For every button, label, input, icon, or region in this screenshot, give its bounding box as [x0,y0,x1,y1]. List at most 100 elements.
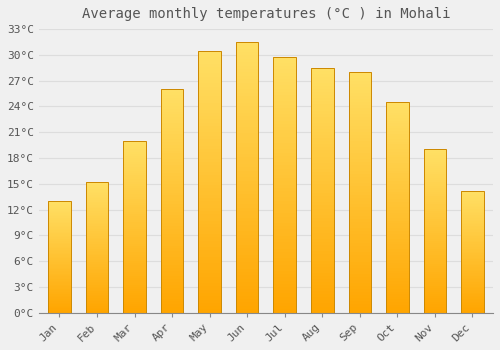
Bar [48,257,70,258]
Bar [124,197,146,199]
Bar [124,180,146,182]
Bar [424,284,446,286]
Bar [461,279,483,281]
Bar [311,77,334,80]
Bar [348,231,371,235]
Bar [311,163,334,166]
Bar [274,63,296,66]
Bar [386,194,408,197]
Bar [274,178,296,181]
Bar [461,300,483,302]
Bar [198,254,221,257]
Bar [311,236,334,239]
Bar [311,117,334,120]
Bar [161,140,184,142]
Bar [124,250,146,252]
Bar [236,49,258,52]
Bar [48,293,70,294]
Bar [348,201,371,204]
Bar [236,86,258,89]
Bar [348,219,371,222]
Bar [48,202,70,204]
Bar [198,122,221,126]
Bar [311,209,334,212]
Bar [198,172,221,175]
Bar [274,309,296,313]
Bar [86,257,108,259]
Bar [86,210,108,211]
Bar [424,294,446,296]
Bar [86,309,108,311]
Bar [461,198,483,200]
Bar [274,95,296,98]
Bar [386,120,408,123]
Bar [48,219,70,220]
Bar [86,195,108,197]
Bar [48,289,70,290]
Bar [161,204,184,206]
Bar [424,211,446,213]
Bar [198,165,221,168]
Bar [124,173,146,175]
Bar [461,224,483,226]
Bar [274,184,296,188]
Bar [461,209,483,210]
Bar [236,201,258,204]
Bar [386,271,408,273]
Bar [274,82,296,85]
Bar [198,182,221,185]
Bar [124,160,146,162]
Bar [236,191,258,194]
Bar [274,271,296,274]
Bar [311,95,334,98]
Bar [161,243,184,246]
Bar [124,285,146,287]
Bar [386,244,408,247]
Bar [124,141,146,143]
Bar [386,152,408,155]
Bar [424,270,446,272]
Bar [236,110,258,113]
Bar [348,177,371,180]
Bar [386,181,408,184]
Bar [386,168,408,170]
Bar [161,123,184,126]
Bar [424,310,446,313]
Bar [48,214,70,215]
Bar [274,162,296,166]
Bar [124,195,146,197]
Bar [274,242,296,245]
Bar [198,70,221,74]
Bar [124,235,146,237]
Bar [236,215,258,218]
Bar [311,310,334,313]
Bar [124,169,146,171]
Bar [236,255,258,259]
Bar [198,260,221,264]
Bar [161,290,184,293]
Bar [274,89,296,92]
Bar [461,221,483,223]
Bar [86,238,108,239]
Bar [48,201,70,313]
Bar [161,246,184,248]
Bar [424,274,446,276]
Bar [311,285,334,288]
Bar [198,54,221,57]
Bar [236,241,258,245]
Bar [236,69,258,72]
Bar [48,282,70,283]
Bar [161,287,184,290]
Bar [86,303,108,304]
Bar [198,185,221,188]
Bar [198,83,221,86]
Bar [124,158,146,160]
Bar [124,141,146,313]
Bar [424,166,446,168]
Bar [161,296,184,299]
Bar [198,113,221,116]
Bar [48,265,70,267]
Bar [311,291,334,294]
Bar [274,284,296,287]
Bar [311,300,334,303]
